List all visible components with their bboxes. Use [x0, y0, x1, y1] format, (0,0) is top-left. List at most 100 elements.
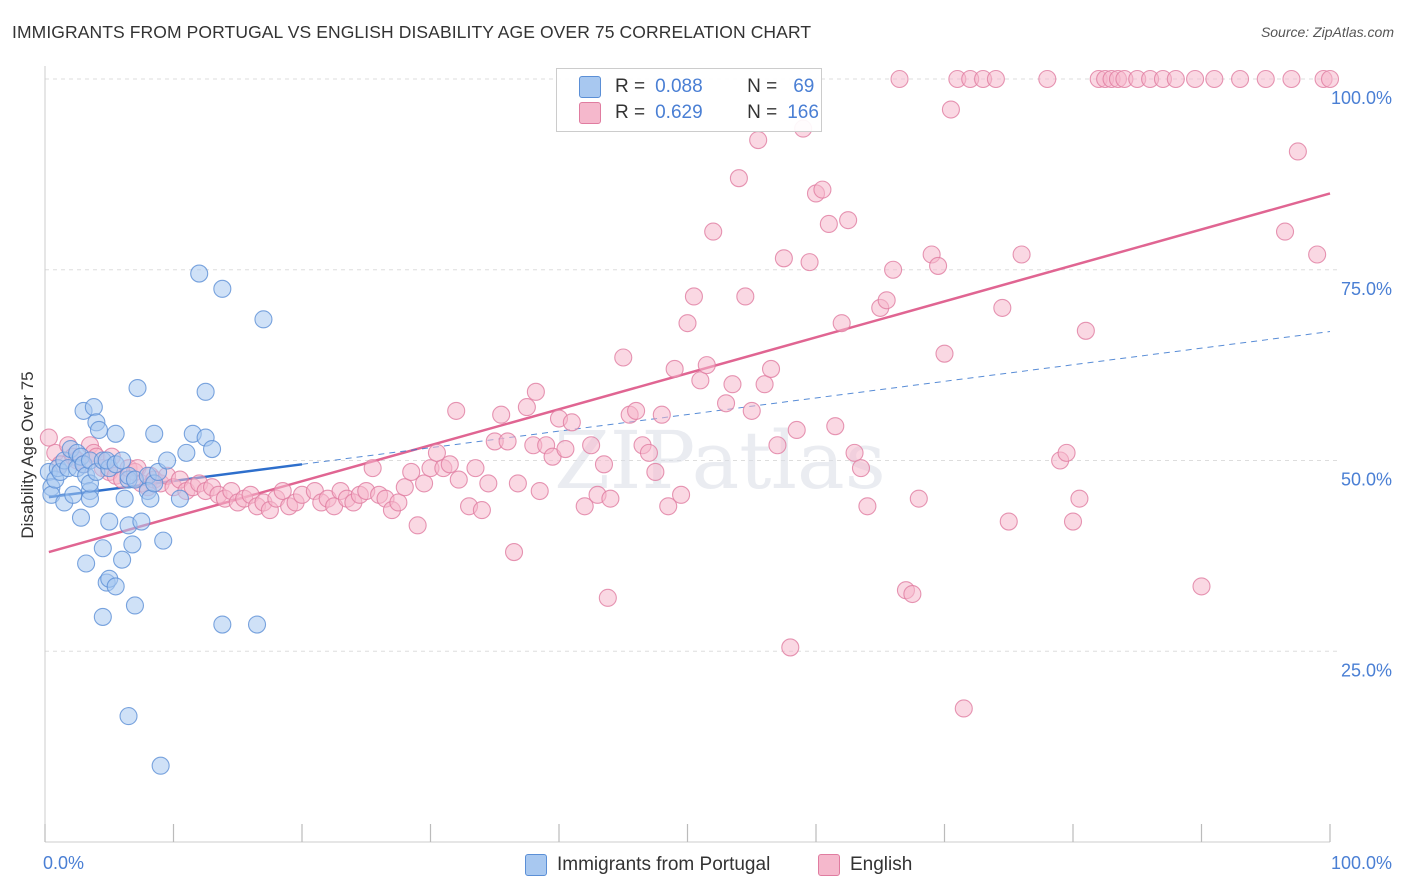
bottom-legend-swatch-blue	[525, 854, 547, 876]
point-english	[999, 512, 1018, 531]
point-immigrants-portugal	[113, 451, 132, 470]
point-immigrants-portugal	[151, 756, 170, 775]
point-english	[498, 432, 517, 451]
point-immigrants-portugal	[106, 577, 125, 596]
point-english	[781, 638, 800, 657]
point-english	[877, 291, 896, 310]
point-immigrants-portugal	[158, 451, 177, 470]
point-english	[659, 497, 678, 516]
point-english	[684, 287, 703, 306]
point-english	[1288, 142, 1307, 161]
point-english	[1012, 245, 1031, 264]
point-english	[704, 222, 723, 241]
point-english	[1038, 69, 1057, 89]
point-immigrants-portugal	[115, 489, 134, 508]
point-english	[449, 470, 468, 489]
point-immigrants-portugal	[213, 279, 232, 298]
point-english	[729, 169, 748, 188]
y-tick-label: 25.0%	[1341, 660, 1392, 680]
point-english	[39, 428, 58, 447]
point-english	[1063, 512, 1083, 531]
bottom-legend-pink: English	[818, 852, 912, 878]
point-immigrants-portugal	[141, 489, 160, 508]
point-immigrants-portugal	[170, 489, 189, 508]
legend-r-value: 0.629	[655, 102, 703, 123]
legend-n-label: N =	[747, 102, 778, 123]
point-english	[755, 375, 774, 394]
legend-n-value: 166	[787, 102, 819, 123]
point-immigrants-portugal	[100, 512, 119, 531]
legend-row-pink: R = 0.629 N = 166	[579, 100, 819, 126]
point-english	[646, 462, 665, 481]
legend-n-value: 69	[793, 76, 815, 97]
point-english	[665, 359, 684, 378]
point-immigrants-portugal	[190, 264, 209, 283]
point-immigrants-portugal	[145, 424, 164, 443]
point-english	[408, 516, 427, 535]
y-tick-label: 75.0%	[1341, 279, 1392, 299]
point-english	[427, 443, 446, 462]
point-immigrants-portugal	[71, 508, 91, 527]
point-immigrants-portugal	[196, 382, 215, 401]
data-points	[39, 69, 1340, 775]
point-english	[479, 474, 498, 493]
point-english	[813, 180, 832, 199]
point-immigrants-portugal	[132, 512, 151, 531]
point-english	[935, 344, 954, 363]
point-english	[986, 69, 1005, 89]
point-english	[890, 69, 909, 89]
point-immigrants-portugal	[119, 707, 138, 726]
point-immigrants-portugal	[84, 398, 103, 417]
x-tick-label: 100.0%	[1331, 853, 1392, 873]
point-immigrants-portugal	[125, 596, 144, 615]
point-immigrants-portugal	[89, 420, 109, 440]
point-english	[598, 588, 617, 607]
point-english	[652, 405, 671, 424]
point-english	[556, 440, 575, 459]
axes	[44, 66, 1331, 843]
point-english	[472, 501, 491, 520]
point-english	[697, 356, 716, 375]
point-english	[903, 584, 922, 604]
y-axis-title: Disability Age Over 75	[18, 371, 37, 538]
point-english	[530, 481, 549, 501]
point-english	[447, 401, 466, 420]
point-english	[819, 214, 838, 234]
point-english	[839, 211, 858, 230]
legend-n-label: N =	[747, 76, 778, 97]
point-english	[389, 493, 408, 512]
point-english	[858, 497, 877, 516]
point-english	[508, 474, 527, 493]
point-english	[1256, 69, 1275, 89]
point-english	[466, 459, 485, 478]
legend-swatch-pink	[579, 102, 601, 124]
point-english	[845, 443, 864, 462]
point-english	[678, 314, 697, 333]
point-english	[1275, 222, 1295, 241]
bottom-legend-blue: Immigrants from Portugal	[525, 852, 770, 878]
point-english	[736, 287, 755, 306]
point-english	[1320, 69, 1340, 89]
legend: R = 0.088 N = 69 R = 0.629 N = 166	[556, 68, 822, 132]
point-english	[1192, 577, 1211, 596]
point-english	[761, 359, 781, 378]
point-english	[832, 314, 851, 333]
trend-line-english	[48, 192, 1331, 554]
point-english	[672, 485, 691, 504]
bottom-legend-label-pink: English	[850, 854, 913, 875]
point-english	[941, 100, 960, 119]
point-english	[601, 489, 620, 508]
y-tick-label: 50.0%	[1341, 470, 1392, 490]
chart-title: IMMIGRANTS FROM PORTUGAL VS ENGLISH DISA…	[12, 22, 812, 42]
point-english	[787, 420, 806, 440]
point-english	[517, 398, 536, 417]
point-english	[402, 462, 421, 481]
point-english	[716, 394, 736, 413]
point-immigrants-portugal	[93, 607, 112, 626]
point-english	[614, 348, 633, 367]
legend-row-blue: R = 0.088 N = 69	[579, 74, 814, 100]
point-english	[440, 455, 459, 474]
point-english	[639, 443, 659, 462]
point-english	[504, 543, 524, 562]
